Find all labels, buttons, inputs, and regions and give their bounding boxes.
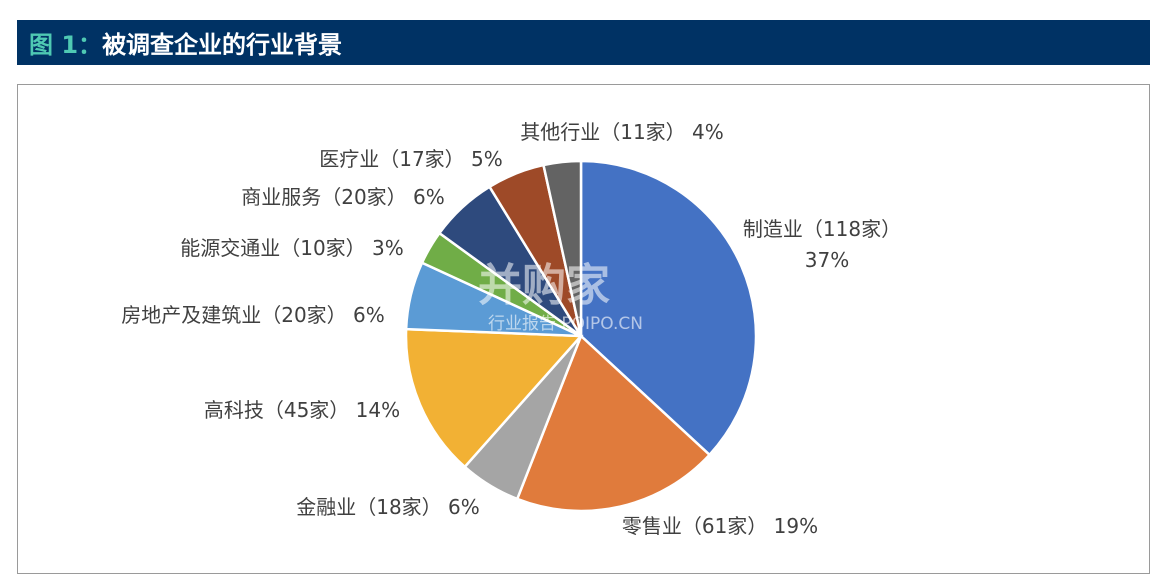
pie-slices — [404, 159, 758, 513]
watermark-subtitle: 行业报告 POIPO.CN — [488, 314, 643, 334]
pie-label-1-percent: 37% — [805, 248, 849, 272]
figure-number: 图 1： — [29, 31, 103, 59]
pie-label-3: 金融业（18家） 6% — [296, 495, 480, 519]
pie-label-6: 能源交通业（10家） 3% — [180, 236, 404, 260]
pie-slice-2 — [515, 333, 712, 513]
pie-label-1: 制造业（118家） — [743, 217, 901, 241]
figure-title: 被调查企业的行业背景 — [102, 31, 343, 59]
pie-label-2: 零售业（61家） 19% — [622, 514, 818, 538]
chart-frame — [17, 84, 1150, 574]
pie-slice-9 — [542, 159, 583, 337]
pie-label-4: 高科技（45家） 14% — [204, 398, 400, 422]
pie-label-9: 其他行业（11家） 4% — [520, 120, 724, 144]
pie-label-8: 医疗业（17家） 5% — [319, 147, 503, 171]
figure-header: 图 1： 被调查企业的行业背景 — [17, 20, 1150, 65]
watermark-brand: 并购家 — [478, 260, 610, 311]
pie-labels: 制造业（118家） 37% 零售业（61家） 19% 金融业（18家） 6% 高科技（4… — [121, 120, 901, 538]
pie-slice-1 — [579, 159, 758, 457]
pie-label-7: 商业服务（20家） 6% — [241, 185, 445, 209]
pie-slice-4 — [404, 327, 584, 469]
pie-label-5: 房地产及建筑业（20家） 6% — [121, 303, 385, 327]
watermark: 并购家 行业报告 POIPO.CN — [478, 260, 643, 334]
